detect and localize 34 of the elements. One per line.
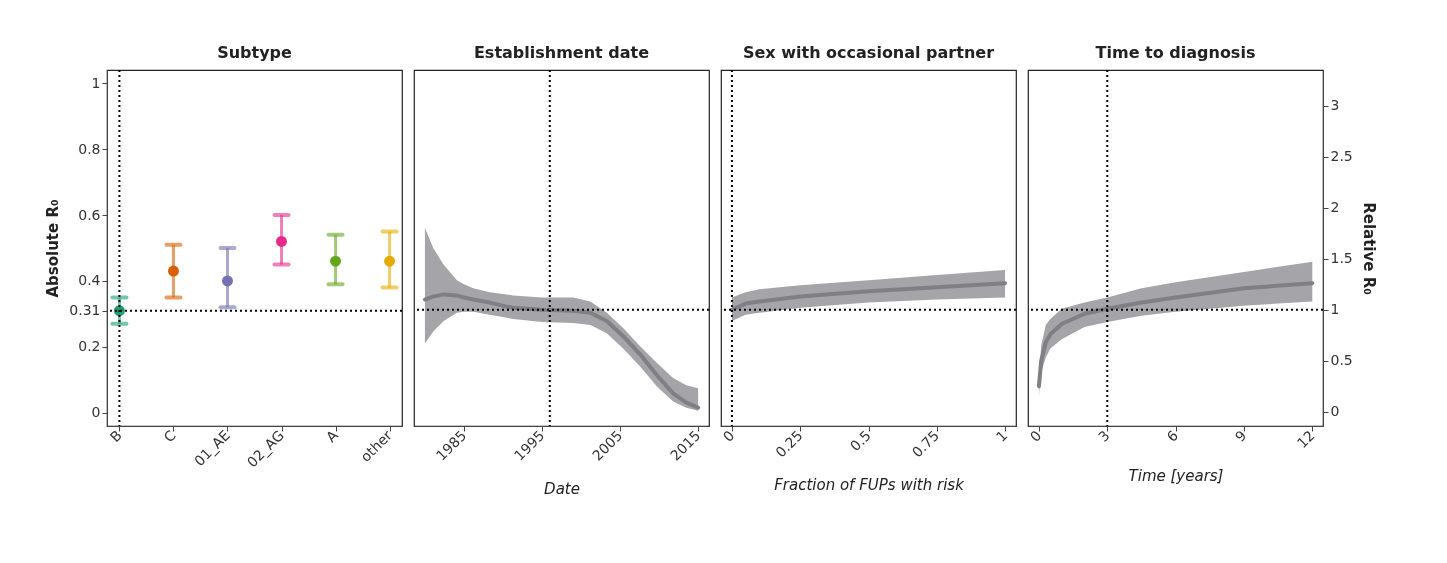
y2-tick-label: 2 (1330, 199, 1340, 216)
y2-tick-label: 2.5 (1330, 148, 1353, 165)
x-tick-label: 9 (1231, 427, 1250, 445)
x-tick-label: 0.5 (846, 427, 874, 455)
y-tick-label: 0.2 (78, 338, 101, 355)
y-tick-label: 0 (91, 404, 101, 421)
x-tick-label: 0 (1026, 427, 1045, 445)
x-tick-label: B (106, 427, 125, 446)
y-tick-label: 0.8 (78, 140, 101, 157)
y-tick-label: 0.31 (69, 302, 101, 319)
y-tick-label: 0.6 (78, 206, 101, 223)
y2-axis-title: Relative R₀ (1359, 202, 1378, 295)
x-tick-label: C (160, 426, 180, 446)
x-tick-label: 0 (719, 427, 738, 445)
chart-title: Subtype (217, 43, 293, 62)
x-tick-label: 3 (1095, 427, 1113, 445)
x-axis-title: Fraction of FUPs with risk (774, 476, 966, 495)
x-tick-label: 12 (1293, 427, 1318, 452)
y2-tick-label: 3 (1330, 97, 1340, 114)
x-tick-label: 1 (992, 427, 1011, 445)
y2-tick-label: 0.5 (1330, 352, 1353, 369)
y-axis-title: Absolute R₀ (44, 199, 63, 298)
x-axis-title: Time [years] (1128, 467, 1224, 486)
y-tick-label: 0.4 (78, 272, 101, 289)
x-axis-title: Date (544, 479, 580, 498)
x-tick-label: A (322, 426, 342, 446)
chart-title: Establishment date (473, 43, 650, 62)
chart-title: Time to diagnosis (1095, 43, 1256, 62)
y2-tick-label: 1.5 (1330, 250, 1353, 267)
y2-tick-label: 1 (1330, 301, 1340, 318)
chart-title: Sex with occasional partner (742, 43, 995, 62)
y-tick-label: 1 (91, 74, 101, 91)
y2-tick-label: 0 (1330, 403, 1340, 420)
x-tick-label: 6 (1163, 427, 1182, 445)
